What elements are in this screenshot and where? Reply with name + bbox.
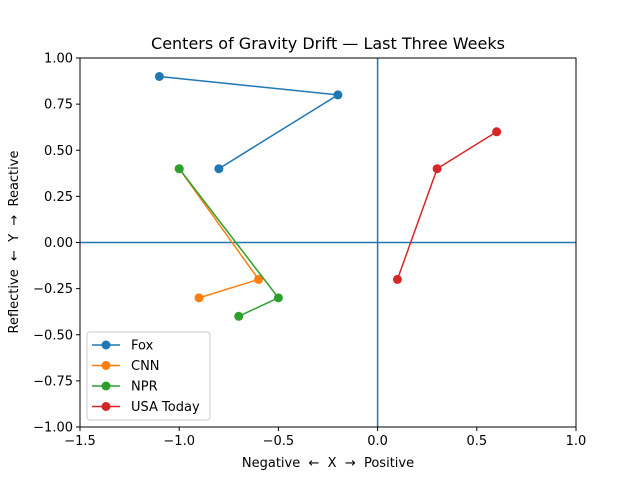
legend-marker — [101, 381, 111, 391]
series-fox — [154, 71, 343, 174]
y-tick-label: −0.50 — [33, 328, 73, 343]
legend-label: Fox — [131, 339, 154, 354]
x-tick-label: −1.5 — [64, 434, 96, 449]
legend-marker — [101, 402, 111, 411]
data-point — [432, 164, 442, 174]
x-axis-label: Negative ← X → Positive — [242, 456, 414, 471]
series-layer — [154, 71, 502, 321]
legend-item: CNN — [92, 359, 160, 374]
x-tick-label: 0.5 — [466, 434, 487, 449]
legend-label: CNN — [131, 359, 160, 374]
legend-label: NPR — [131, 380, 158, 395]
x-axis: −1.5 −1.0 −0.5 0.0 0.5 1.0 — [64, 427, 586, 449]
data-point — [254, 274, 264, 284]
data-point — [154, 71, 164, 81]
y-tick-label: 0.00 — [44, 236, 73, 251]
data-point — [392, 274, 402, 284]
legend-item: NPR — [92, 380, 158, 395]
series-usa-today — [392, 127, 502, 284]
y-tick-label: 0.50 — [44, 144, 73, 159]
series-npr — [174, 164, 283, 321]
chart-title: Centers of Gravity Drift — Last Three We… — [151, 34, 505, 53]
data-point — [214, 164, 224, 174]
y-tick-label: −0.75 — [33, 374, 73, 389]
legend: Fox CNN NPR USA Today — [86, 331, 211, 421]
y-tick-label: 0.75 — [44, 98, 73, 113]
y-axis-label: Reflective ← Y → Reactive — [7, 151, 22, 334]
x-tick-label: 0.0 — [367, 434, 388, 449]
data-point — [234, 311, 244, 321]
legend-item: Fox — [92, 339, 154, 354]
y-tick-label: −0.25 — [33, 282, 73, 297]
data-point — [273, 293, 283, 303]
legend-label: USA Today — [131, 400, 200, 415]
legend-marker — [101, 340, 111, 350]
legend-box — [86, 331, 211, 421]
x-tick-label: −0.5 — [263, 434, 295, 449]
x-tick-label: −1.0 — [163, 434, 195, 449]
reference-lines — [80, 58, 576, 427]
y-axis: −1.00 −0.75 −0.50 −0.25 0.00 0.25 0.50 0.75 1.00 — [33, 52, 80, 436]
data-point — [333, 90, 343, 100]
data-point — [492, 127, 502, 137]
data-point — [174, 164, 184, 174]
y-tick-label: −1.00 — [33, 421, 73, 436]
legend-item: USA Today — [92, 400, 200, 415]
x-tick-label: 1.0 — [566, 434, 587, 449]
data-point — [194, 293, 204, 303]
y-tick-label: 0.25 — [44, 190, 73, 205]
y-tick-label: 1.00 — [44, 52, 73, 67]
legend-marker — [101, 361, 111, 370]
